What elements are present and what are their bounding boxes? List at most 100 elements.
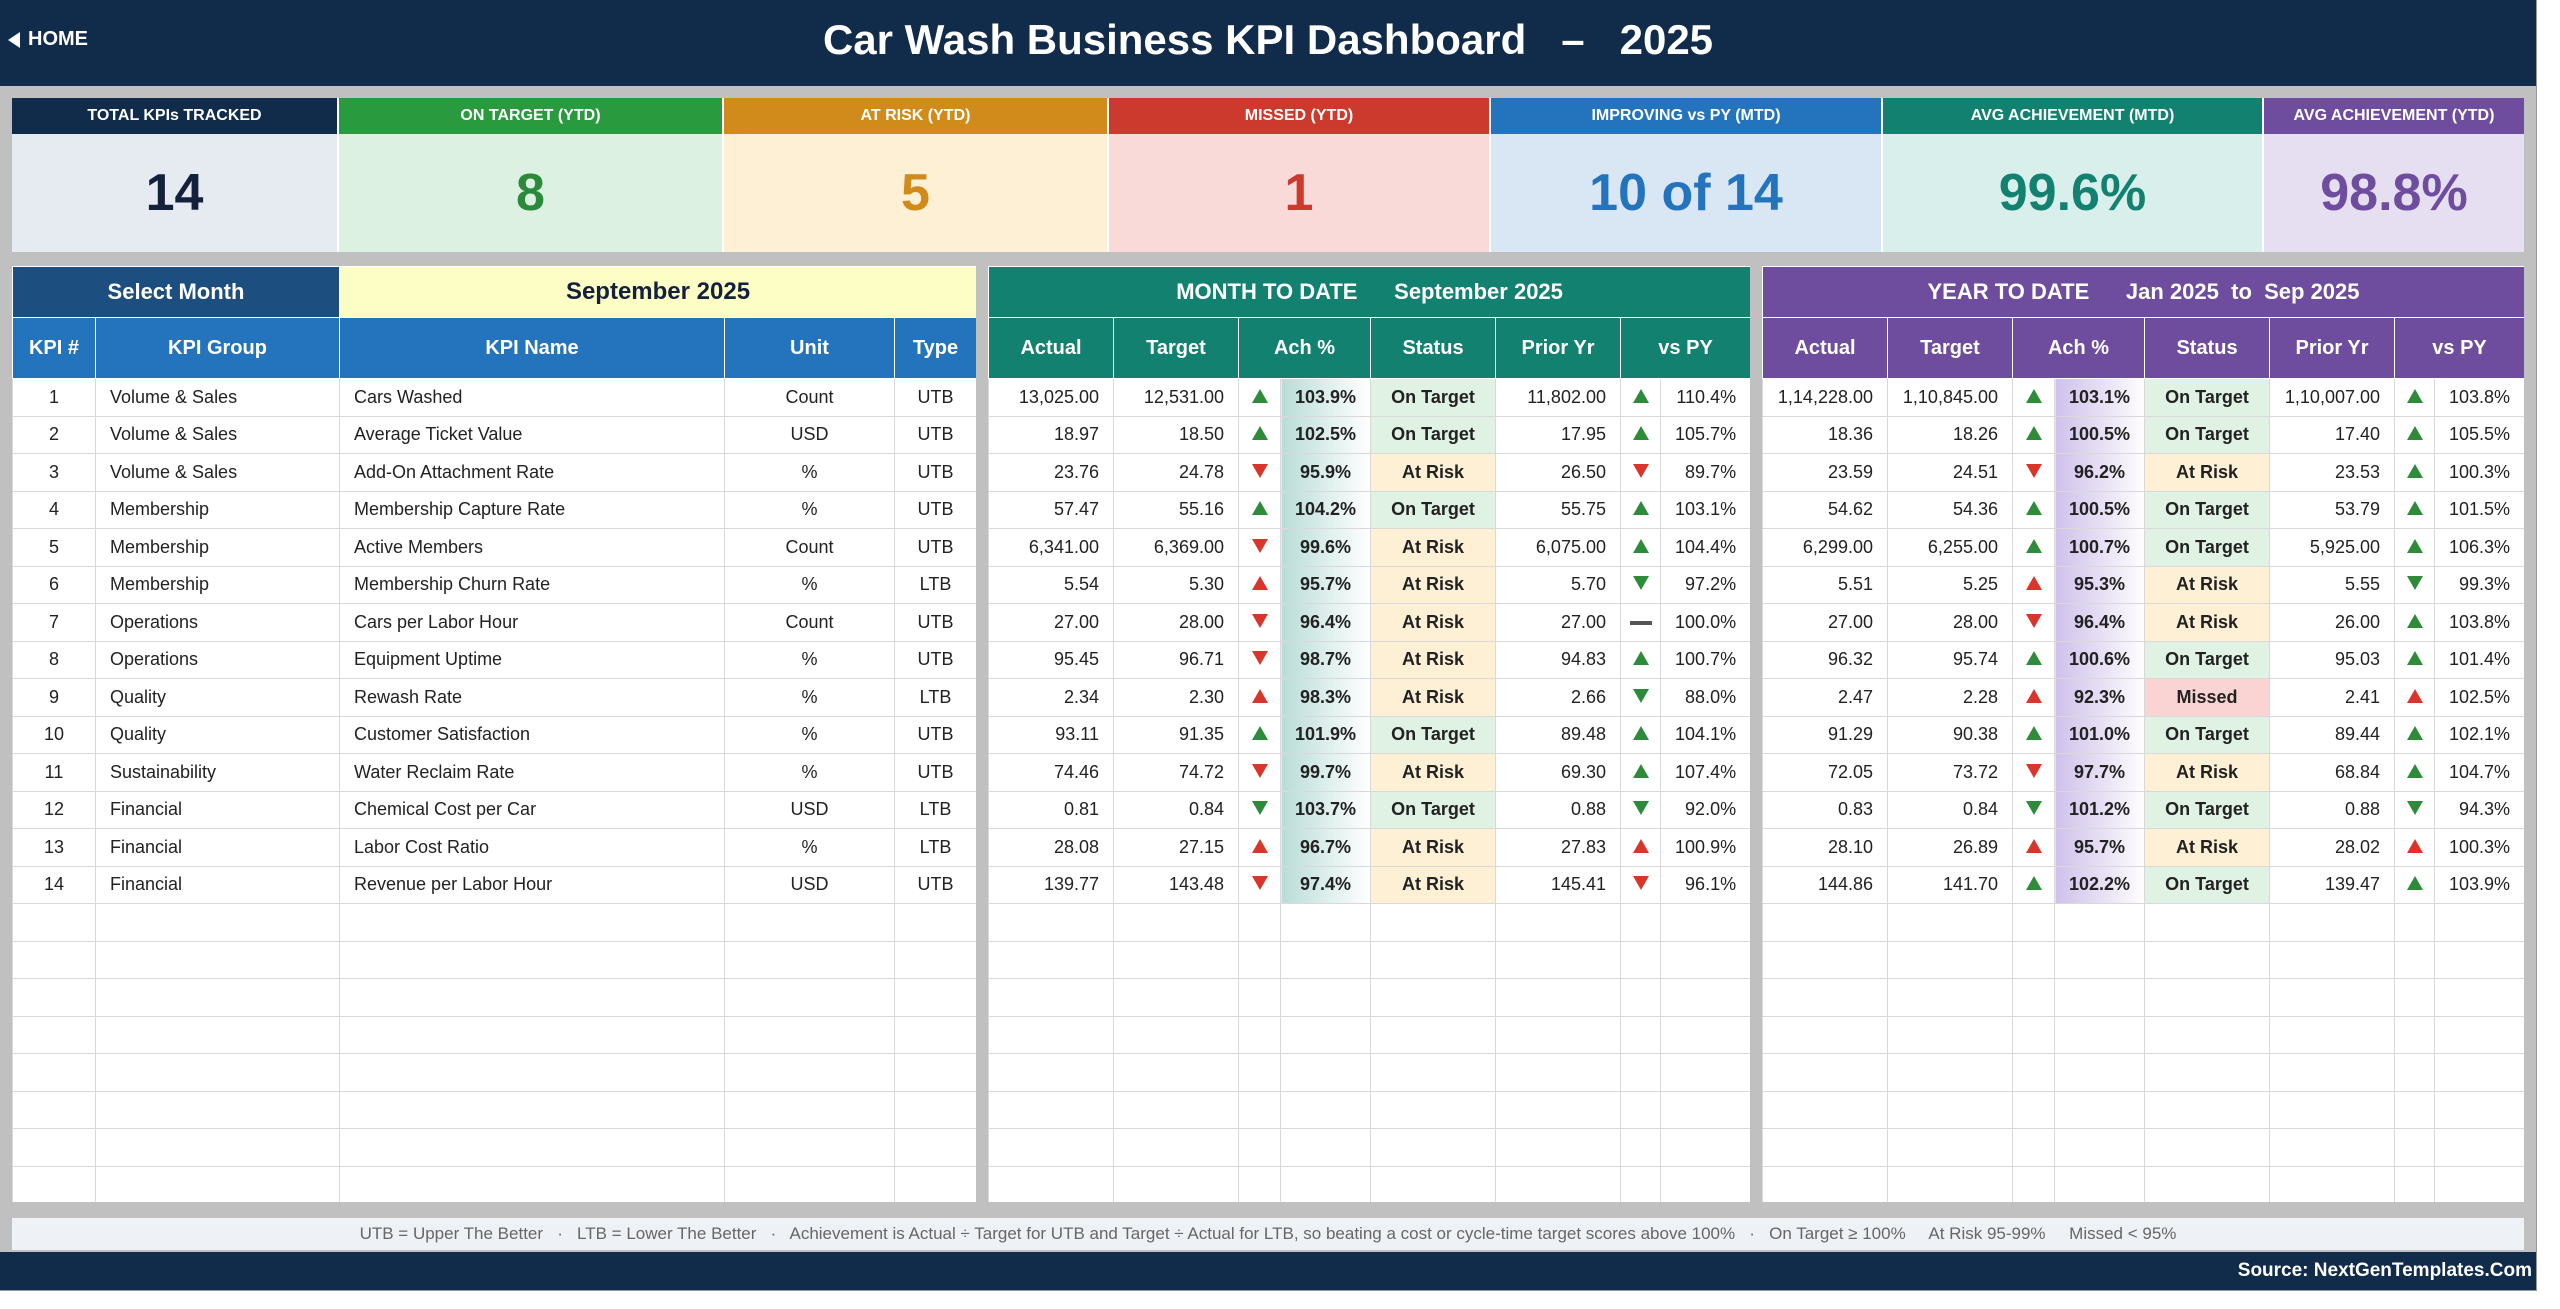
home-button[interactable]: HOME xyxy=(8,28,88,51)
kpi-group xyxy=(95,1015,340,1054)
empty-cell xyxy=(1887,940,2013,979)
ach-percent: 99.6% xyxy=(1280,528,1371,567)
table-row: 57.47 55.16 104.2% On Target 55.75 103.1% xyxy=(988,490,1750,529)
table-row xyxy=(12,1053,976,1092)
target-value: 24.51 xyxy=(1887,453,2013,492)
kpi-number xyxy=(12,1165,96,1202)
target-value: 18.50 xyxy=(1113,415,1239,454)
kpi-type: UTB xyxy=(894,603,976,642)
empty-cell xyxy=(2394,1128,2435,1167)
kpi-unit xyxy=(724,1053,895,1092)
table-row: 2.47 2.28 92.3% Missed 2.41 102.5% xyxy=(1762,678,2524,717)
vs-py-percent: 107.4% xyxy=(1659,753,1750,792)
table-row: 27.00 28.00 96.4% At Risk 27.00 100.0% xyxy=(988,603,1750,642)
source-credit[interactable]: Source: NextGenTemplates.Com xyxy=(2237,1260,2532,1281)
empty-cell xyxy=(1370,1090,1496,1129)
vs-py-trend xyxy=(1620,378,1661,417)
home-label: HOME xyxy=(28,28,88,50)
actual-value: 18.36 xyxy=(1762,415,1888,454)
target-value: 12,531.00 xyxy=(1113,378,1239,417)
vs-py-trend xyxy=(2394,753,2435,792)
kpi-list-panel: Select Month September 2025 KPI # KPI Group… xyxy=(12,266,976,1202)
vs-py-percent: 100.3% xyxy=(2433,828,2524,867)
empty-cell xyxy=(1370,1015,1496,1054)
vs-py-trend xyxy=(2394,715,2435,754)
target-value: 28.00 xyxy=(1113,603,1239,642)
up-arrow-icon xyxy=(2406,763,2423,778)
down-arrow-icon xyxy=(2025,763,2042,778)
kpi-group: Sustainability xyxy=(95,753,340,792)
vs-py-percent: 104.4% xyxy=(1659,528,1750,567)
empty-cell xyxy=(2394,1053,2435,1092)
table-row: 13 Financial Labor Cost Ratio% LTB xyxy=(12,828,976,867)
kpi-number: 5 xyxy=(12,528,96,567)
kpi-group xyxy=(95,978,340,1017)
kpi-group: Financial xyxy=(95,865,340,904)
kpi-group: Quality xyxy=(95,678,340,717)
kpi-unit: % xyxy=(724,565,895,604)
empty-cell xyxy=(2054,940,2145,979)
kpi-card-value: 1 xyxy=(1284,164,1314,222)
empty-cell xyxy=(2394,940,2435,979)
up-arrow-icon xyxy=(1632,838,1649,853)
kpi-group: Operations xyxy=(95,603,340,642)
table-row: 12 Financial Chemical Cost per Car USD LTB xyxy=(12,790,976,829)
status-badge: At Risk xyxy=(1370,603,1496,642)
up-arrow-icon xyxy=(1632,726,1649,741)
kpi-number: 13 xyxy=(12,828,96,867)
empty-cell xyxy=(988,903,1114,942)
empty-cell xyxy=(1495,940,1621,979)
kpi-number: 11 xyxy=(12,753,96,792)
empty-cell xyxy=(2144,940,2270,979)
kpi-type: LTB xyxy=(894,678,976,717)
empty-cell xyxy=(2269,1165,2395,1202)
up-arrow-icon xyxy=(1251,426,1268,441)
table-row: 9 Quality Rewash Rate% LTB xyxy=(12,678,976,717)
target-value: 28.00 xyxy=(1887,603,2013,642)
table-row xyxy=(1762,1015,2524,1054)
table-row: 3 Volume & Sales Add-On Attachment Rate% UT… xyxy=(12,453,976,492)
table-row xyxy=(1762,1165,2524,1202)
kpi-number xyxy=(12,978,96,1017)
ach-trend xyxy=(1238,865,1281,904)
kpi-card-label: AVG ACHIEVEMENT (YTD) xyxy=(2264,98,2524,134)
up-arrow-icon xyxy=(1251,838,1268,853)
empty-cell xyxy=(2012,1090,2055,1129)
vs-py-percent: 89.7% xyxy=(1659,453,1750,492)
empty-cell xyxy=(1620,1128,1661,1167)
vs-py-trend xyxy=(2394,565,2435,604)
empty-cell xyxy=(1280,978,1371,1017)
empty-cell xyxy=(988,940,1114,979)
column-header: Prior Yr xyxy=(1495,317,1621,379)
vs-py-percent: 100.9% xyxy=(1659,828,1750,867)
ach-trend xyxy=(2012,603,2055,642)
kpi-unit: USD xyxy=(724,415,895,454)
kpi-card: AVG ACHIEVEMENT (MTD) 99.6% xyxy=(1883,98,2264,252)
kpi-group: Financial xyxy=(95,828,340,867)
kpi-cards: TOTAL KPIs TRACKED 14 ON TARGET (YTD) 8 AT R… xyxy=(12,98,2524,252)
up-arrow-icon xyxy=(2025,388,2042,403)
month-selector[interactable]: September 2025 xyxy=(339,266,976,318)
empty-cell xyxy=(1370,903,1496,942)
ach-percent: 100.5% xyxy=(2054,415,2145,454)
actual-value: 28.08 xyxy=(988,828,1114,867)
table-row: 7 Operations Cars per Labor Hour Count UTB xyxy=(12,603,976,642)
ach-trend xyxy=(1238,490,1281,529)
vs-py-percent: 106.3% xyxy=(2433,528,2524,567)
empty-cell xyxy=(1620,940,1661,979)
mtd-panel: MONTH TO DATE September 2025 Actual Target… xyxy=(988,266,1750,1202)
column-header: Actual xyxy=(1762,317,1888,379)
kpi-number xyxy=(12,940,96,979)
ach-trend xyxy=(2012,678,2055,717)
ach-percent: 102.5% xyxy=(1280,415,1371,454)
empty-cell xyxy=(1762,903,1888,942)
vs-py-percent: 101.5% xyxy=(2433,490,2524,529)
empty-cell xyxy=(2144,1053,2270,1092)
column-header: Actual xyxy=(988,317,1114,379)
vs-py-trend xyxy=(2394,640,2435,679)
target-value: 55.16 xyxy=(1113,490,1239,529)
status-badge: On Target xyxy=(2144,415,2270,454)
down-arrow-icon xyxy=(1251,801,1268,816)
table-row xyxy=(1762,903,2524,942)
kpi-type xyxy=(894,978,976,1017)
